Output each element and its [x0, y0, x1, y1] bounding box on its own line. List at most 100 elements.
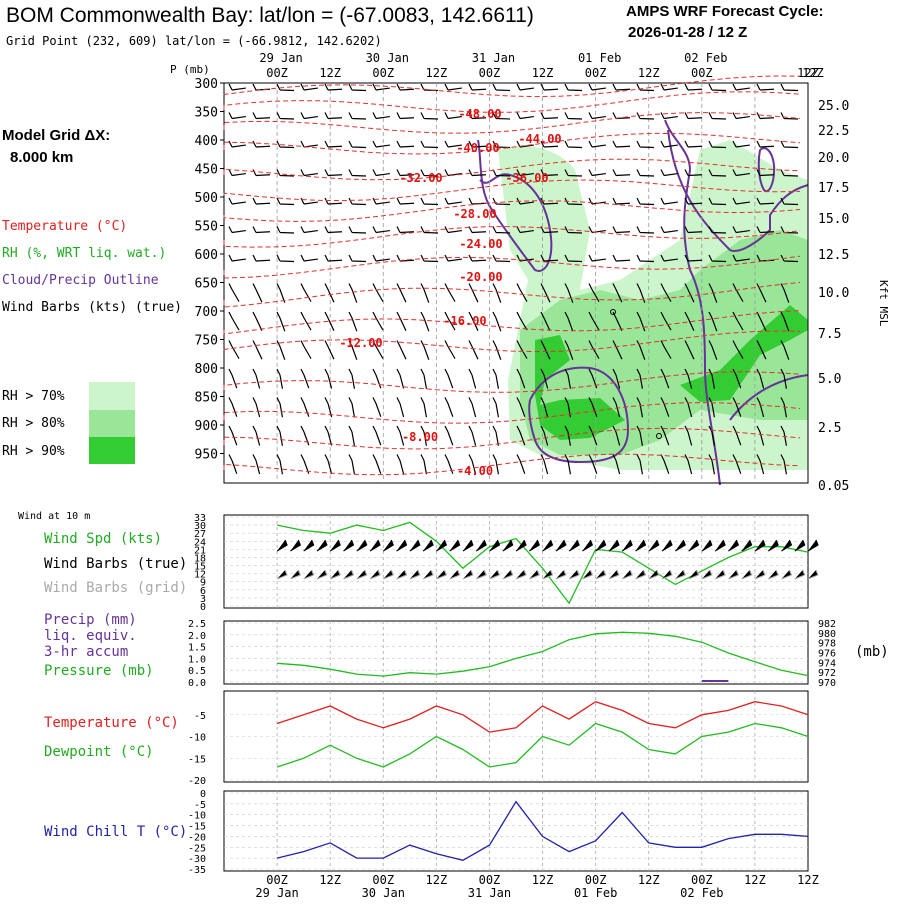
wind-barb — [468, 397, 477, 418]
wind-barb — [276, 425, 284, 446]
panel-y-tick: -5 — [194, 800, 206, 811]
temperature-contour — [223, 200, 801, 222]
wind-barb — [708, 112, 727, 120]
wind-barb — [608, 539, 620, 552]
kft-tick-label: 10.0 — [818, 286, 849, 301]
wind-barb — [555, 569, 567, 580]
wind-barb — [660, 254, 678, 262]
wind-barbs-true-label: Wind Barbs (true) — [44, 556, 187, 572]
wind-barb — [660, 397, 670, 417]
pressure-tick-label: 450 — [195, 163, 218, 178]
panel-y-tick: 2.0 — [188, 631, 206, 642]
wind-barb — [708, 169, 727, 177]
temperature-contour — [223, 75, 801, 98]
wind-barb — [462, 539, 474, 552]
wind-barb — [516, 368, 526, 389]
wind-barb — [228, 112, 246, 120]
wind-barb — [636, 140, 655, 149]
pressure-tick-label: 500 — [195, 191, 218, 206]
wind-barb — [492, 283, 502, 303]
wind-barb — [348, 197, 367, 206]
wind-barb — [409, 539, 421, 552]
wind-barb — [515, 569, 527, 580]
wind-barb — [767, 539, 779, 552]
temperature-contour-label: -44.00 — [518, 132, 561, 146]
wind-barb — [780, 283, 790, 303]
wind-barb — [300, 226, 318, 234]
wind-barb — [444, 226, 462, 234]
pressure-tick: 972 — [818, 668, 836, 679]
wind-barb — [781, 569, 793, 580]
wind-barb — [276, 454, 284, 475]
wind-barb — [588, 397, 598, 417]
wind-barb — [228, 169, 246, 177]
wind-barb — [252, 226, 271, 234]
wind-barb — [372, 368, 382, 389]
wind-barb — [756, 311, 767, 331]
wind-barb — [290, 569, 302, 580]
wind-barb — [635, 539, 647, 552]
wind-barb — [372, 254, 390, 262]
temperature-contour-label: -20.00 — [459, 270, 502, 284]
wind-barb — [540, 112, 559, 120]
panel-y-tick: -30 — [188, 854, 206, 865]
wind-barb — [420, 425, 428, 446]
wind-barb — [732, 311, 744, 331]
wind-barb — [348, 368, 356, 389]
kft-tick-label: 2.5 — [818, 421, 841, 436]
temperature-contour — [223, 427, 801, 450]
panel-y-tick: 27 — [194, 529, 206, 540]
panel-y-tick: 1.0 — [188, 654, 206, 665]
wind-barb — [396, 169, 415, 177]
wind-barb — [444, 112, 462, 120]
wind-barb — [436, 539, 448, 552]
wind-barb — [475, 569, 487, 580]
wind-barb — [276, 226, 295, 234]
wind-barb — [780, 311, 790, 332]
wind-barb — [621, 569, 633, 580]
wind-barb — [492, 226, 511, 234]
wind-barb — [636, 83, 655, 92]
wind-barb — [540, 368, 549, 389]
wind-barb — [516, 311, 528, 331]
wind-barb — [612, 140, 631, 148]
wind-barb — [701, 539, 713, 552]
wind-barb — [492, 425, 500, 446]
wind-barb — [756, 397, 765, 418]
wind-barb — [612, 197, 631, 205]
wind-barb — [228, 83, 246, 91]
kft-tick-label: 12.5 — [818, 248, 849, 263]
surface-panels: 036912151821242730330.00.51.01.52.02.597… — [188, 513, 836, 900]
wind-barb — [612, 340, 623, 360]
wind-barb — [660, 169, 678, 177]
wind-barb — [276, 283, 286, 303]
temperature-contour-label: -32.00 — [399, 171, 442, 185]
wind-barb — [708, 140, 727, 149]
wind-barb — [515, 539, 527, 552]
wind-barb — [588, 169, 606, 177]
temperature-contour — [223, 226, 801, 248]
wind-chill-label: Wind Chill T (°C) — [44, 824, 187, 840]
wind-barb — [612, 254, 631, 262]
rh-90-swatch — [89, 437, 135, 464]
wind-barb — [252, 311, 263, 331]
wind-barb — [252, 283, 263, 303]
wind-barb — [708, 425, 716, 446]
wind-barb — [324, 169, 343, 177]
panel-y-tick: -10 — [188, 811, 206, 822]
wind-barb — [300, 197, 318, 205]
wind-barb — [372, 226, 390, 234]
wind-barb — [444, 283, 456, 302]
kft-tick-label: 0.05 — [818, 479, 849, 494]
top-date-label: 30 Jan — [366, 51, 409, 65]
wind-barbs-grid-label: Wind Barbs (grid) — [44, 580, 187, 596]
wind-barb — [276, 169, 295, 177]
wind-barb — [688, 569, 700, 580]
wind-chill-line — [276, 800, 809, 861]
rh-70-swatch — [89, 382, 135, 410]
bottom-time-tick: 00Z — [691, 873, 713, 887]
wind-barb — [780, 425, 788, 446]
pressure-tick-label: 750 — [195, 334, 218, 349]
wind-barb — [588, 311, 600, 331]
precip-marker — [656, 433, 662, 439]
